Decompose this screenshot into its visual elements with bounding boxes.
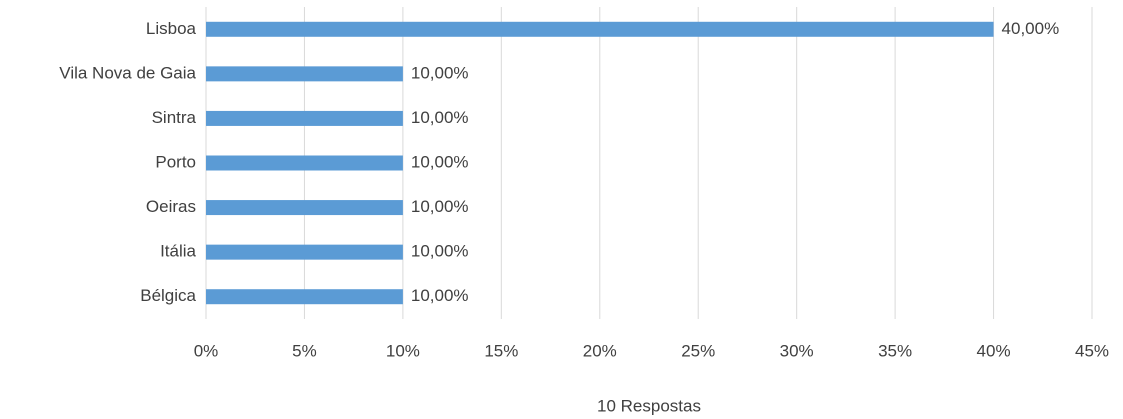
x-tick-label: 15%: [484, 341, 518, 360]
y-tick-label: Bélgica: [140, 286, 196, 305]
y-tick-label: Itália: [160, 242, 196, 261]
x-tick-label: 25%: [681, 341, 715, 360]
bar: [206, 244, 403, 260]
x-axis-label: 10 Respostas: [597, 396, 701, 415]
bar: [206, 110, 403, 126]
x-tick-label: 10%: [386, 341, 420, 360]
x-tick-label: 35%: [878, 341, 912, 360]
y-tick-label: Lisboa: [146, 19, 197, 38]
x-tick-label: 40%: [977, 341, 1011, 360]
data-label: 10,00%: [411, 63, 469, 82]
y-tick-label: Sintra: [152, 108, 197, 127]
x-tick-label: 5%: [292, 341, 317, 360]
data-label: 10,00%: [411, 108, 469, 127]
bar: [206, 66, 403, 82]
x-tick-label: 20%: [583, 341, 617, 360]
x-tick-label: 0%: [194, 341, 219, 360]
bar: [206, 200, 403, 216]
y-tick-label: Porto: [155, 152, 196, 171]
y-tick-label: Vila Nova de Gaia: [59, 63, 196, 82]
x-tick-label: 30%: [780, 341, 814, 360]
bar: [206, 289, 403, 305]
bar: [206, 21, 994, 37]
data-label: 10,00%: [411, 197, 469, 216]
data-label: 10,00%: [411, 242, 469, 261]
data-label: 40,00%: [1002, 19, 1060, 38]
data-label: 10,00%: [411, 152, 469, 171]
data-label: 10,00%: [411, 286, 469, 305]
x-tick-label: 45%: [1075, 341, 1109, 360]
y-tick-label: Oeiras: [146, 197, 196, 216]
bar: [206, 155, 403, 171]
